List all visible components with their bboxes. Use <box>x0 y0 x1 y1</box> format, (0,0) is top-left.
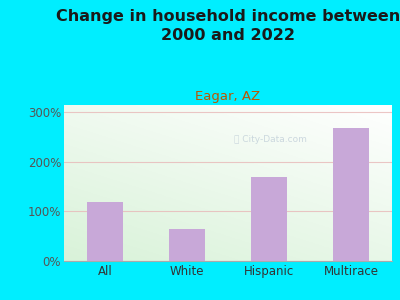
Bar <box>332 128 370 261</box>
Bar <box>168 229 206 261</box>
Bar <box>86 202 124 261</box>
Text: ⓘ City-Data.com: ⓘ City-Data.com <box>234 135 307 144</box>
Text: Change in household income between
2000 and 2022: Change in household income between 2000 … <box>56 9 400 43</box>
Bar <box>250 177 288 261</box>
Text: Eagar, AZ: Eagar, AZ <box>196 90 260 103</box>
